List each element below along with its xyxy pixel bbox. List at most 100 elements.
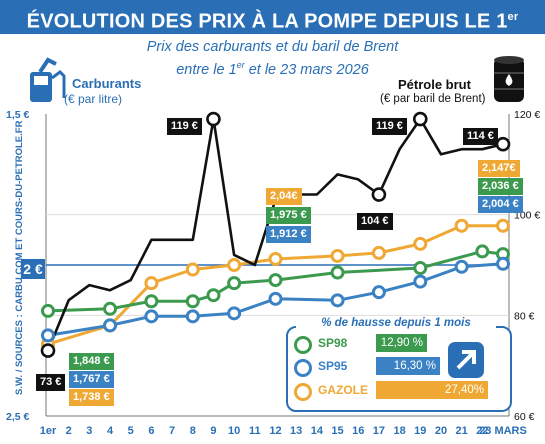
- x-tick-label: 23 MARS: [479, 425, 527, 437]
- brent-day19-tag: 119 €: [372, 118, 407, 135]
- subtitle-part-b: et le 23 mars 2026: [244, 61, 369, 78]
- sp98-day12-tag: 1,975 €: [266, 207, 311, 224]
- up-arrow-glyph: [456, 350, 476, 370]
- chart-title: ÉVOLUTION DES PRIX À LA POMPE DEPUIS LE …: [0, 0, 545, 67]
- up-arrow-icon: [448, 342, 484, 378]
- sp95-day12-tag: 1,912 €: [266, 226, 311, 243]
- point-sp95: [41, 328, 55, 343]
- gazole-end-tag: 2,147€: [478, 160, 520, 177]
- x-tick-label: 10: [228, 425, 240, 437]
- point-gazole: [413, 236, 428, 251]
- point-sp98: [227, 276, 242, 291]
- point-sp95: [496, 256, 510, 271]
- legend-title: % de hausse depuis 1 mois: [296, 317, 496, 329]
- point-gazole: [227, 258, 242, 272]
- x-tick-labels: 1er 2 3 4 5 6 7 8 9 10 11 12 13 14 15 16 17 18 19 20 21 2223 …: [40, 425, 527, 437]
- sp95-end-tag: 2,004 €: [478, 196, 523, 213]
- point-gazole: [330, 248, 345, 263]
- point-gazole: [496, 218, 510, 233]
- series-points: [40, 111, 511, 358]
- chart-subtitle: Prix des carburants et du baril de Brent…: [60, 38, 485, 79]
- point-brent: [206, 111, 221, 127]
- left-y-tick-label: 2,5 €: [6, 411, 30, 423]
- fuel-pump-icon: [30, 57, 66, 102]
- left-y-tick-label: 1,5 €: [6, 109, 30, 121]
- point-sp95: [330, 293, 345, 308]
- sp95-legend-value: 16,30 %: [376, 357, 440, 375]
- point-gazole: [371, 245, 386, 260]
- sp98-legend-value: 12,90 %: [376, 334, 427, 352]
- gazole-day12-tag: 2,04€: [266, 188, 302, 205]
- x-tick-label: 9: [210, 425, 216, 437]
- right-y-tick-label: 80 €: [514, 310, 535, 322]
- right-y-tick-label: 60 €: [514, 411, 535, 423]
- x-tick-label: 7: [169, 425, 175, 437]
- brent-day17-tag: 104 €: [357, 213, 393, 230]
- right-axis-unit: (€ par baril de Brent): [380, 93, 486, 105]
- subtitle-line-2: entre le 1er et le 23 mars 2026: [60, 56, 485, 79]
- point-brent: [371, 187, 387, 202]
- point-sp98: [103, 301, 118, 316]
- point-gazole: [454, 218, 469, 233]
- legend-item-gazole: GAZOLE 27,40%: [294, 381, 494, 401]
- point-brent: [495, 136, 511, 152]
- legend-item-sp98: SP98 12,90 %: [294, 334, 444, 354]
- sp98-start-tag: 1,848 €: [69, 353, 114, 370]
- point-sp98: [330, 265, 345, 280]
- brent-day9-tag: 119 €: [167, 118, 202, 135]
- point-sp95: [185, 309, 200, 324]
- point-sp98: [185, 294, 200, 309]
- point-sp95: [144, 309, 159, 324]
- x-tick-label: 12: [269, 425, 281, 437]
- x-tick-label: 21: [456, 425, 468, 437]
- x-tick-label: 5: [128, 425, 134, 437]
- oil-barrel-icon: [494, 56, 524, 102]
- x-tick-label: 3: [86, 425, 92, 437]
- subtitle-line-1: Prix des carburants et du baril de Brent: [146, 39, 399, 55]
- point-gazole: [185, 262, 200, 277]
- two-euro-label: 2 €: [21, 259, 45, 279]
- sp95-start-tag: 1,767 €: [69, 371, 114, 388]
- x-tick-label: 18: [393, 425, 405, 437]
- sp98-end-tag: 2,036 €: [478, 178, 523, 195]
- x-tick-label: 1er: [40, 425, 57, 437]
- point-sp95: [454, 259, 469, 274]
- gazole-start-tag: 1,738 €: [69, 389, 114, 406]
- x-tick-label: 17: [373, 425, 385, 437]
- point-brent: [412, 111, 428, 127]
- gazole-legend-dot: [294, 383, 312, 401]
- point-sp95: [371, 285, 386, 300]
- x-tick-label: 22: [476, 425, 488, 437]
- brent-day23-tag: 114 €: [463, 128, 498, 145]
- title-main: ÉVOLUTION DES PRIX À LA POMPE DEPUIS LE …: [26, 10, 508, 33]
- title-superscript: er: [507, 11, 519, 23]
- right-y-tick-label: 120 €: [514, 109, 540, 121]
- point-sp95: [103, 318, 118, 333]
- subtitle-part-a: entre le 1: [176, 61, 237, 78]
- point-sp98: [144, 294, 159, 309]
- x-tick-label: 13: [290, 425, 302, 437]
- right-axis-title: Pétrole brut: [398, 77, 471, 92]
- brent-start-tag: 73 €: [36, 374, 66, 391]
- x-tick-label: 14: [311, 425, 324, 437]
- gazole-legend-name: GAZOLE: [318, 383, 368, 397]
- x-tick-label: 2: [66, 425, 72, 437]
- point-gazole: [144, 276, 159, 291]
- point-brent: [40, 343, 56, 358]
- title-end: MARS: [242, 44, 303, 67]
- left-axis-unit: (€ par litre): [64, 92, 123, 106]
- sp98-legend-name: SP98: [318, 336, 348, 350]
- x-tick-label: 19: [414, 425, 426, 437]
- point-sp95: [268, 291, 283, 306]
- sp95-legend-dot: [294, 359, 312, 377]
- point-gazole: [268, 251, 283, 266]
- point-sp95: [413, 274, 428, 289]
- x-tick-label: 8: [190, 425, 196, 437]
- x-tick-label: 16: [352, 425, 364, 437]
- sp95-legend-name: SP95: [318, 359, 348, 373]
- point-sp98: [268, 273, 283, 288]
- legend-item-sp95: SP95 16,30 %: [294, 357, 444, 377]
- x-tick-label: 4: [107, 425, 114, 437]
- sp98-legend-dot: [294, 336, 312, 354]
